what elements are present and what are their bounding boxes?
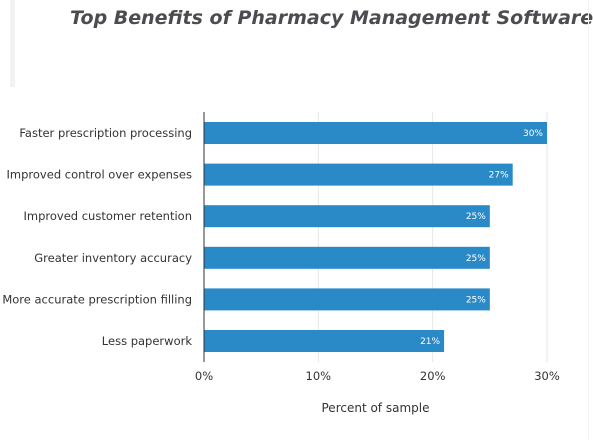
data-label: 25% xyxy=(466,212,486,222)
category-label: Faster prescription processing xyxy=(19,126,192,140)
data-label: 25% xyxy=(466,295,486,305)
grid-layer xyxy=(317,112,548,362)
labels-layer: 0% 10% 20% 30% Faster prescription processin… xyxy=(2,126,560,383)
data-label: 21% xyxy=(420,337,440,347)
x-tick-label: 10% xyxy=(306,369,332,383)
bar xyxy=(204,330,445,352)
x-tick-label: 30% xyxy=(534,369,560,383)
data-label: 30% xyxy=(523,129,543,139)
category-label: Less paperwork xyxy=(102,334,193,348)
bars-layer xyxy=(204,122,547,352)
page-edge-divider xyxy=(588,0,589,440)
data-label: 25% xyxy=(466,254,486,264)
category-label: More accurate prescription filling xyxy=(2,292,192,306)
category-label: Improved control over expenses xyxy=(7,168,192,182)
bar xyxy=(204,122,547,144)
x-axis-title: Percent of sample xyxy=(322,401,430,415)
bar xyxy=(204,246,490,269)
data-label: 27% xyxy=(489,171,509,181)
bar xyxy=(204,288,490,311)
category-label: Greater inventory accuracy xyxy=(34,251,192,265)
chart-title: Top Benefits of Pharmacy Management Soft… xyxy=(70,7,593,29)
category-label: Improved customer retention xyxy=(23,209,192,223)
x-tick-label: 20% xyxy=(420,369,446,383)
bar xyxy=(204,163,513,186)
bar xyxy=(204,205,490,228)
title-accent-bar xyxy=(10,0,15,87)
x-tick-label: 0% xyxy=(195,369,213,383)
